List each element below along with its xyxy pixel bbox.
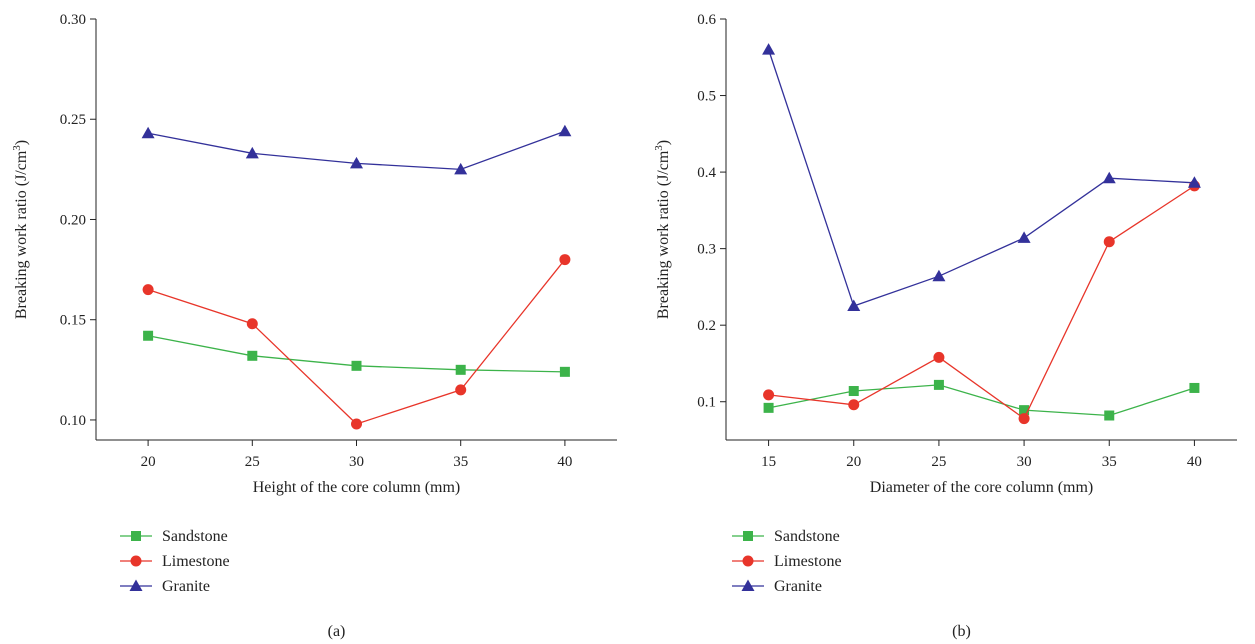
legend-label-limestone: Limestone [162, 553, 230, 570]
data-point-sandstone [143, 330, 154, 341]
x-tick-label: 40 [557, 454, 572, 470]
x-tick-label: 25 [245, 454, 260, 470]
series-granite [141, 124, 572, 175]
series-line-limestone [768, 185, 1195, 420]
data-point-limestone [559, 254, 571, 266]
y-axis-title-end: ) [13, 140, 30, 145]
legend-marker-sandstone [131, 531, 141, 541]
y-axis-title: Breaking work ratio (J/cm3) [653, 140, 672, 319]
legend-marker-granite [741, 579, 755, 591]
legend-label-granite: Granite [774, 578, 822, 595]
x-tick-label: 35 [453, 454, 468, 470]
data-point-limestone [1103, 236, 1115, 248]
legend-marker-granite [129, 579, 143, 591]
data-point-limestone [933, 351, 945, 363]
legend-marker-limestone [130, 555, 142, 567]
y-axis-title-main: Breaking work ratio (J/cm [13, 150, 30, 319]
y-tick-label: 0.10 [60, 413, 86, 429]
data-point-limestone [455, 384, 467, 396]
data-point-granite [141, 126, 155, 139]
chart-panel-a: 0.10 0.15 0.20 0.25 0.30 20 25 30 35 40 Height of … [11, 12, 617, 640]
x-tick-label: 15 [761, 454, 776, 470]
data-point-limestone [848, 399, 860, 411]
legend-label-granite: Granite [162, 578, 210, 595]
legend-marker-limestone [742, 555, 754, 567]
data-point-granite [847, 299, 861, 312]
legend-label-sandstone: Sandstone [162, 528, 228, 545]
data-point-limestone [763, 389, 775, 401]
y-tick-label: 0.2 [697, 318, 716, 334]
y-tick-label: 0.1 [697, 395, 716, 411]
data-point-granite [350, 156, 363, 169]
data-point-limestone [246, 318, 258, 330]
x-tick-label: 20 [846, 454, 861, 470]
y-axis-title-sup: 3 [653, 145, 665, 151]
panel-label: (a) [328, 623, 346, 640]
legend-label-limestone: Limestone [774, 553, 842, 570]
data-point-granite [932, 269, 946, 282]
data-point-sandstone [1104, 410, 1115, 421]
x-axis-title: Diameter of the core column (mm) [870, 479, 1093, 496]
legend-label-sandstone: Sandstone [774, 528, 840, 545]
y-axis-title-end: ) [655, 140, 672, 145]
data-point-granite [558, 124, 572, 137]
data-point-limestone [351, 418, 362, 430]
y-tick-label: 0.4 [697, 165, 716, 181]
legend-marker-sandstone [743, 531, 753, 541]
data-point-limestone [1018, 413, 1030, 425]
series-sandstone [763, 379, 1200, 421]
series-limestone [142, 254, 571, 430]
x-tick-label: 30 [1017, 454, 1032, 470]
y-axis-title-main: Breaking work ratio (J/cm [655, 150, 672, 319]
y-tick-label: 0.25 [60, 112, 86, 128]
data-point-sandstone [848, 386, 859, 397]
legend: Sandstone Limestone Granite [732, 528, 842, 595]
data-point-sandstone [559, 366, 570, 377]
x-tick-label: 35 [1102, 454, 1117, 470]
x-axis-title: Height of the core column (mm) [253, 479, 461, 496]
x-tick-label: 30 [349, 454, 364, 470]
y-tick-label: 0.6 [697, 12, 716, 28]
chart-panel-b: 0.1 0.2 0.3 0.4 0.5 0.6 15 20 25 30 35 40 Diameter o… [653, 12, 1237, 640]
data-point-sandstone [763, 402, 774, 413]
series-line-limestone [147, 259, 566, 425]
legend: Sandstone Limestone Granite [120, 528, 230, 595]
data-point-granite [245, 146, 259, 159]
data-point-sandstone [1019, 405, 1030, 416]
series-granite [762, 43, 1201, 312]
data-point-granite [762, 43, 776, 55]
y-tick-label: 0.3 [697, 242, 716, 258]
series-limestone [763, 180, 1200, 425]
series-line-sandstone [768, 384, 1195, 417]
data-point-granite [1102, 171, 1116, 184]
y-tick-label: 0.20 [60, 212, 86, 228]
data-point-granite [1187, 176, 1201, 188]
data-point-sandstone [351, 360, 362, 371]
data-point-sandstone [1189, 382, 1200, 393]
series-sandstone [143, 330, 570, 377]
y-axis-title: Breaking work ratio (J/cm3) [11, 140, 30, 319]
y-tick-label: 0.30 [60, 12, 86, 28]
x-tick-label: 20 [141, 454, 156, 470]
y-tick-label: 0.15 [60, 313, 86, 329]
data-point-sandstone [247, 350, 258, 361]
data-point-sandstone [933, 379, 944, 390]
y-axis-title-sup: 3 [11, 145, 23, 151]
panel-label: (b) [952, 623, 971, 640]
x-tick-label: 40 [1187, 454, 1202, 470]
series-line-granite [767, 49, 1195, 307]
data-point-granite [454, 162, 468, 175]
data-point-granite [1017, 231, 1031, 243]
data-point-sandstone [455, 364, 466, 375]
x-tick-label: 25 [931, 454, 946, 470]
y-tick-label: 0.5 [697, 89, 716, 105]
data-point-limestone [142, 284, 154, 296]
